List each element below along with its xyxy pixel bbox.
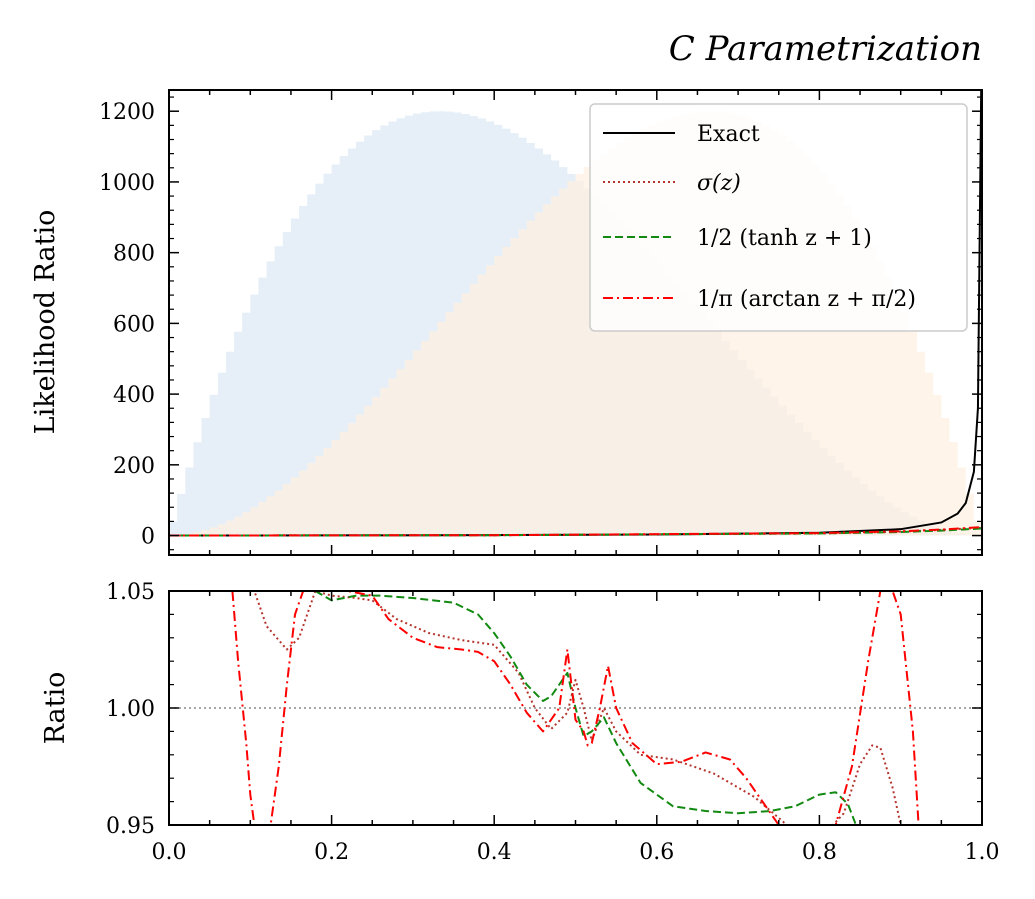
top-series-exact — [168, 89, 983, 537]
top-ytick-label: 200 — [113, 454, 155, 479]
bottom-xtick-label: 0.2 — [314, 840, 349, 865]
top-ytick-label: 400 — [113, 383, 155, 408]
bottom-xtick-label: 1.0 — [965, 840, 1000, 865]
top-ytick-label: 800 — [113, 242, 155, 267]
legend-label-arctan: 1/π (arctan z + π/2) — [697, 287, 916, 312]
top-ytick-label: 600 — [113, 312, 155, 337]
bottom-xtick-label: 0.4 — [477, 840, 512, 865]
bottom-xtick-label: 0.0 — [152, 840, 187, 865]
top-ytick-label: 1200 — [99, 100, 155, 125]
bottom-axis-ticks: 0.95 1.00 1.05 0.0 0.2 0.4 0.6 0.8 1.0 — [106, 580, 999, 865]
legend: Exact σ(z) 1/2 (tanh z + 1) 1/π (arctan … — [589, 103, 968, 332]
legend-label-exact: Exact — [697, 122, 760, 147]
top-ylabel: Likelihood Ratio — [30, 210, 61, 435]
chart-title: C Parametrization — [669, 29, 982, 69]
bottom-xtick-label: 0.6 — [639, 840, 674, 865]
bottom-panel: 0.95 1.00 1.05 0.0 0.2 0.4 0.6 0.8 1.0 Ratio — [40, 580, 1000, 865]
legend-label-sigmoid: σ(z) — [697, 171, 741, 196]
top-ytick-label: 1000 — [99, 171, 155, 196]
legend-label-tanh: 1/2 (tanh z + 1) — [697, 226, 872, 251]
bottom-xtick-label: 0.8 — [802, 840, 837, 865]
top-series-lines — [168, 89, 983, 537]
bottom-series-tanh-z-1 — [314, 591, 857, 825]
bottom-series-z — [253, 591, 902, 825]
bottom-ylabel: Ratio — [40, 672, 71, 745]
bottom-ytick-label: 0.95 — [106, 814, 155, 839]
bottom-series-lines — [231, 591, 920, 825]
bottom-ytick-label: 1.05 — [106, 580, 155, 605]
bottom-ytick-label: 1.00 — [106, 697, 155, 722]
top-axis-ticks: 0 200 400 600 800 1000 1200 — [99, 90, 982, 555]
legend-box — [589, 103, 968, 332]
top-ytick-label: 0 — [141, 525, 155, 550]
bottom-series-1-arctan-z-2 — [231, 591, 920, 825]
top-series-tanh-z-1 — [168, 527, 983, 537]
